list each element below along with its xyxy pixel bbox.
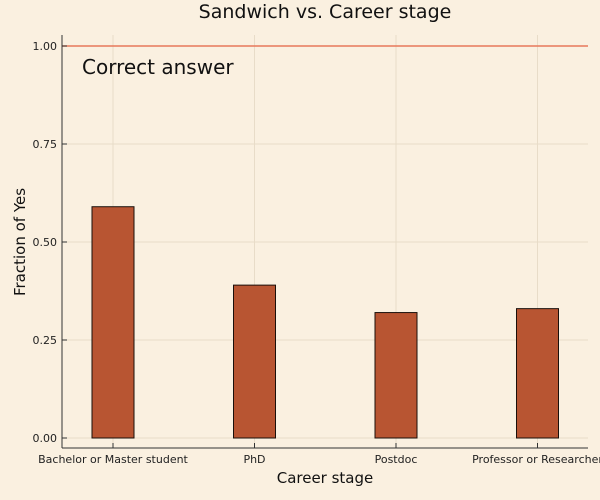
x-tick-label: Bachelor or Master student	[38, 453, 188, 466]
reference-line-label: Correct answer	[82, 55, 234, 79]
y-tick-label: 0.75	[33, 138, 58, 151]
bar	[233, 284, 276, 439]
bar	[91, 206, 135, 439]
y-ticks: 0.00 0.25 0.50 0.75 1.00	[33, 40, 67, 445]
x-ticks: Bachelor or Master student PhD Postdoc Prof…	[38, 443, 600, 466]
grid	[62, 35, 588, 448]
x-tick-label: PhD	[243, 453, 265, 466]
bar	[516, 308, 559, 439]
y-tick-label: 0.50	[33, 236, 58, 249]
y-tick-label: 0.25	[33, 334, 58, 347]
y-tick-label: 1.00	[33, 40, 58, 53]
chart-title: Sandwich vs. Career stage	[199, 1, 452, 23]
x-tick-label: Professor or Researcher	[472, 453, 600, 466]
x-axis-title: Career stage	[277, 469, 374, 487]
x-tick-label: Postdoc	[375, 453, 418, 466]
y-tick-label: 0.00	[33, 432, 58, 445]
y-axis-title: Fraction of Yes	[11, 188, 29, 296]
bars	[91, 206, 559, 439]
bar	[374, 312, 418, 439]
